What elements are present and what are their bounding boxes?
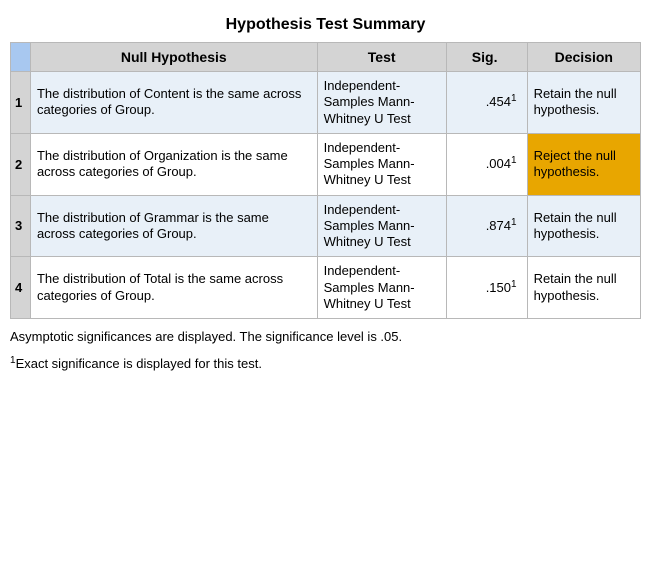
cell-decision-retain: Retain the null hypothesis. (527, 257, 640, 319)
header-hypothesis: Null Hypothesis (30, 43, 317, 72)
cell-hypothesis: The distribution of Content is the same … (30, 72, 317, 134)
footnotes: Asymptotic significances are displayed. … (10, 327, 641, 375)
table-title: Hypothesis Test Summary (10, 16, 641, 34)
footnote-sup: 1 (10, 355, 16, 366)
row-number: 4 (11, 257, 31, 319)
row-number: 3 (11, 195, 31, 257)
header-sig: Sig. (446, 43, 527, 72)
header-row: Null Hypothesis Test Sig. Decision (11, 43, 641, 72)
cell-hypothesis: The distribution of Grammar is the same … (30, 195, 317, 257)
cell-test: Independent-Samples Mann-Whitney U Test (317, 257, 446, 319)
summary-table: Null Hypothesis Test Sig. Decision 1The … (10, 42, 641, 319)
cell-test: Independent-Samples Mann-Whitney U Test (317, 195, 446, 257)
cell-hypothesis: The distribution of Organization is the … (30, 133, 317, 195)
row-number: 2 (11, 133, 31, 195)
header-corner (11, 43, 31, 72)
cell-hypothesis: The distribution of Total is the same ac… (30, 257, 317, 319)
cell-decision-retain: Retain the null hypothesis. (527, 195, 640, 257)
cell-sig: .0041 (446, 133, 527, 195)
header-decision: Decision (527, 43, 640, 72)
table-row: 3The distribution of Grammar is the same… (11, 195, 641, 257)
cell-sig: .1501 (446, 257, 527, 319)
cell-test: Independent-Samples Mann-Whitney U Test (317, 72, 446, 134)
cell-sig: .8741 (446, 195, 527, 257)
cell-decision-reject: Reject the null hypothesis. (527, 133, 640, 195)
table-row: 2The distribution of Organization is the… (11, 133, 641, 195)
hypothesis-test-summary: Hypothesis Test Summary Null Hypothesis … (10, 16, 641, 375)
footnote-exact-text: Exact significance is displayed for this… (16, 356, 262, 371)
footnote-asymptotic: Asymptotic significances are displayed. … (10, 327, 641, 348)
table-row: 1The distribution of Content is the same… (11, 72, 641, 134)
row-number: 1 (11, 72, 31, 134)
header-test: Test (317, 43, 446, 72)
footnote-exact: 1Exact significance is displayed for thi… (10, 354, 641, 375)
cell-sig: .4541 (446, 72, 527, 134)
table-row: 4The distribution of Total is the same a… (11, 257, 641, 319)
cell-decision-retain: Retain the null hypothesis. (527, 72, 640, 134)
cell-test: Independent-Samples Mann-Whitney U Test (317, 133, 446, 195)
